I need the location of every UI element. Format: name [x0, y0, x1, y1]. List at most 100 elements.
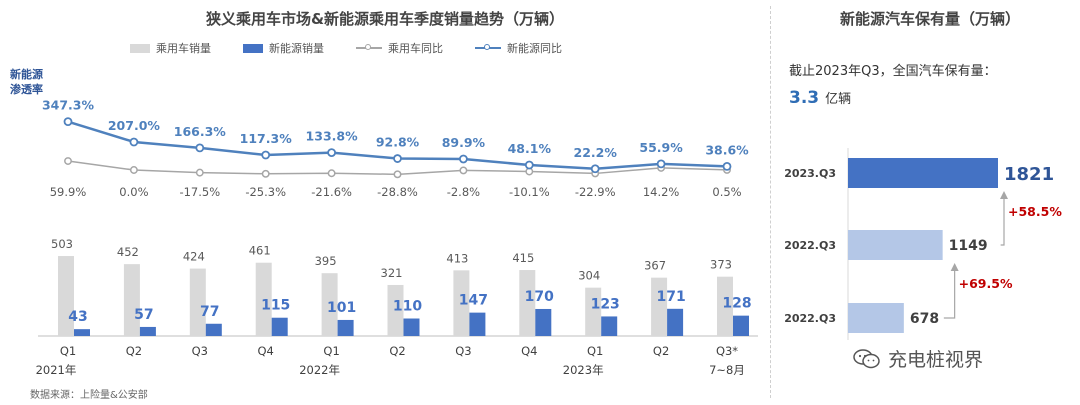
quarterly-sales-chart: 503 43 Q1 452 57 Q2 424 77 Q3 461 115 Q4 395 101 Q1 321…: [36, 98, 758, 377]
x-tick-label: Q2: [653, 344, 669, 358]
x-tick-label: Q4: [258, 344, 274, 358]
point-passenger-yoy: [261, 169, 270, 178]
label-passenger-sales: 461: [249, 244, 271, 258]
bar-passenger-sales: [651, 277, 668, 336]
label-nev-yoy: 347.3%: [42, 98, 95, 113]
label-passenger-yoy: -17.5%: [179, 185, 220, 199]
label-nev-yoy: 207.0%: [108, 118, 161, 133]
data-source-note: 数据来源：上险量&公安部: [30, 390, 148, 401]
x-year-label: 2023年: [563, 363, 604, 377]
x-tick-label: Q1: [587, 344, 603, 358]
label-nev-sales: 171: [656, 289, 685, 305]
x-year-label: 2021年: [36, 363, 77, 377]
bar-passenger-sales: [189, 268, 206, 336]
label-nev-sales: 57: [134, 307, 153, 323]
point-passenger-yoy: [327, 169, 336, 178]
point-nev-yoy: [261, 150, 271, 160]
penetration-label: 新能源 渗透率: [10, 68, 43, 96]
point-nev-yoy: [129, 137, 139, 147]
left-chart-title: 狭义乘用车市场&新能源乘用车季度销量趋势（万辆）: [205, 10, 565, 28]
label-passenger-yoy: -2.8%: [447, 185, 480, 199]
x-tick-label: Q3*: [716, 344, 738, 358]
label-nev-stock: 1821: [1004, 164, 1054, 185]
label-passenger-yoy: 59.9%: [50, 185, 87, 199]
label-nev-sales: 115: [261, 298, 290, 314]
x-year-label: 2022年: [299, 363, 340, 377]
label-passenger-yoy: -10.1%: [509, 185, 550, 199]
panel-divider: [770, 6, 771, 398]
x-tick-label: Q4: [521, 344, 537, 358]
legend-item-nev-sales[interactable]: 新能源销量: [243, 40, 324, 56]
point-nev-yoy: [722, 162, 732, 171]
label-nev-stock: 1149: [949, 238, 988, 254]
point-nev-yoy: [524, 160, 534, 170]
label-passenger-sales: 503: [51, 237, 73, 251]
label-passenger-yoy: 0.0%: [119, 185, 148, 199]
label-nev-sales: 101: [327, 300, 356, 316]
total-stock: 3.3 亿辆: [789, 88, 851, 108]
label-passenger-yoy: -22.9%: [575, 185, 616, 199]
x-tick-label: Q2: [389, 344, 405, 358]
x-tick-label: Q3: [192, 344, 208, 358]
point-nev-yoy: [590, 164, 600, 174]
point-nev-yoy: [63, 117, 73, 127]
legend-swatch-nev-sales: [243, 43, 263, 53]
label-nev-yoy: 117.3%: [240, 131, 293, 146]
watermark: 充电桩视界: [852, 345, 983, 372]
label-nev-sales: 77: [200, 304, 219, 320]
legend-item-nev-yoy[interactable]: 新能源同比: [475, 40, 562, 56]
bar-nev-sales: [601, 316, 618, 336]
label-passenger-sales: 395: [315, 254, 337, 268]
point-nev-yoy: [458, 154, 468, 164]
bar-passenger-sales: [255, 262, 272, 336]
label-nev-sales: 147: [459, 293, 488, 309]
bar-nev-sales: [205, 323, 222, 336]
label-nev-yoy: 92.8%: [376, 135, 420, 150]
bar-nev-stock: [848, 158, 998, 188]
label-nev-sales: 110: [393, 299, 422, 315]
growth-connector-2: [943, 270, 956, 319]
x-tick-label: Q2: [126, 344, 142, 358]
bar-nev-sales: [271, 317, 288, 336]
bar-nev-sales: [337, 319, 354, 336]
growth-arrowhead-1: [1000, 191, 1008, 199]
bar-nev-sales: [535, 308, 552, 336]
label-nev-sales: 128: [722, 296, 751, 312]
legend-label-nev-sales: 新能源销量: [269, 42, 324, 55]
point-nev-yoy: [195, 143, 205, 153]
label-nev-yoy: 55.9%: [639, 140, 683, 155]
wechat-icon: [853, 348, 880, 368]
label-passenger-sales: 424: [183, 250, 205, 264]
bar-passenger-sales: [321, 273, 338, 336]
label-passenger-sales: 304: [578, 269, 600, 283]
nev-stock-chart: 2023.Q3 1821 2022.Q3 1149 2022.Q3 678 +58.5% +6…: [784, 148, 1062, 340]
bar-passenger-sales: [519, 270, 536, 336]
bar-nev-sales: [733, 315, 749, 336]
label-passenger-sales: 415: [512, 251, 534, 265]
growth-arrowhead-2: [950, 263, 959, 271]
label-passenger-yoy: 0.5%: [712, 185, 741, 199]
label-passenger-yoy: -28.8%: [377, 185, 418, 199]
label-nev-sales: 170: [525, 289, 554, 305]
legend-swatch-passenger-sales: [130, 43, 150, 53]
label-passenger-sales: 321: [381, 266, 403, 280]
point-nev-yoy: [327, 148, 337, 157]
point-passenger-yoy: [129, 166, 138, 174]
label-nev-yoy: 89.9%: [442, 135, 486, 150]
point-passenger-yoy: [64, 157, 72, 165]
bar-passenger-sales: [123, 264, 140, 336]
label-nev-yoy: 38.6%: [705, 142, 749, 157]
point-nev-yoy: [393, 154, 402, 163]
point-passenger-yoy: [459, 166, 468, 175]
label-nev-sales: 43: [68, 309, 87, 325]
growth-label-1: +58.5%: [1008, 204, 1062, 219]
bar-nev-sales: [469, 312, 486, 336]
label-nev-sales: 123: [591, 296, 620, 312]
growth-connector-1: [1000, 198, 1005, 246]
legend-item-passenger-sales[interactable]: 乘用车销量: [130, 40, 211, 56]
legend-label-nev-yoy: 新能源同比: [507, 42, 562, 55]
x-period-note: 7~8月: [709, 363, 745, 377]
legend-item-passenger-yoy[interactable]: 乘用车同比: [356, 40, 443, 56]
x-tick-label: Q1: [323, 344, 339, 358]
bar-nev-sales: [74, 329, 90, 336]
